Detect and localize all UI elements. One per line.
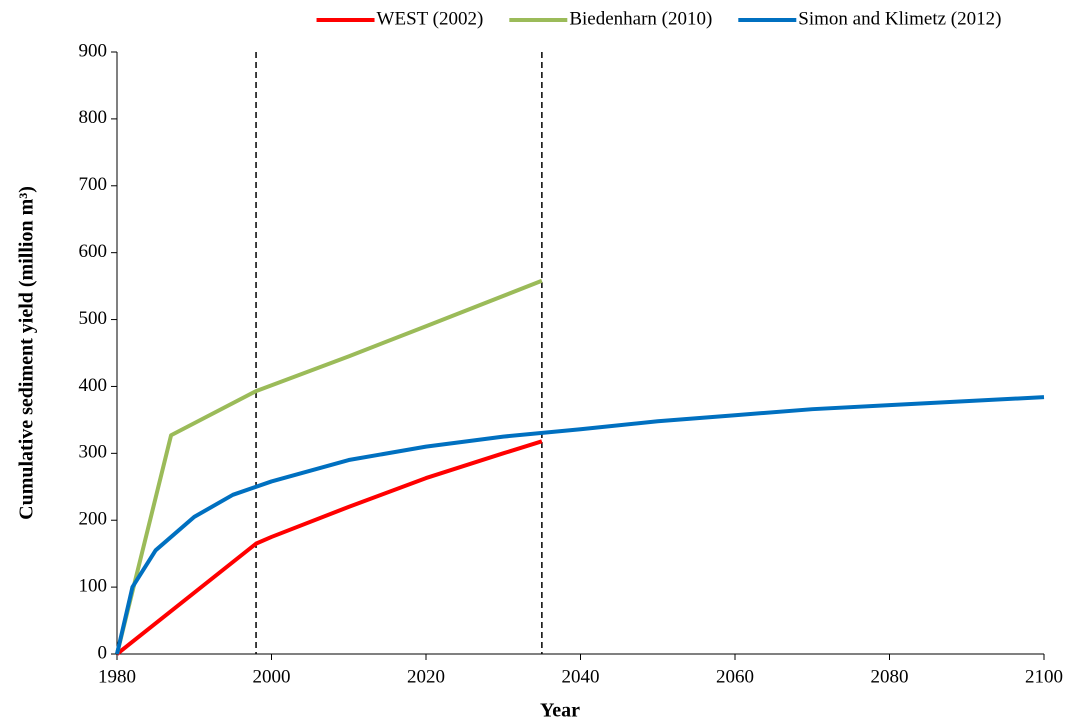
legend-label: Simon and Klimetz (2012): [798, 8, 1001, 29]
y-tick-label: 300: [79, 442, 108, 463]
x-axis-label: Year: [540, 700, 580, 722]
series-line: [115, 439, 543, 656]
y-tick-label: 900: [79, 40, 108, 61]
y-axis-label: Cumulative sediment yield (million m³): [16, 186, 38, 520]
x-tick-label: 2000: [253, 666, 291, 687]
legend-label: WEST (2002): [377, 8, 484, 29]
y-tick-label: 0: [98, 642, 108, 663]
x-tick-label: 2020: [407, 666, 445, 687]
x-tick-label: 2100: [1025, 666, 1063, 687]
series-line: [115, 395, 1045, 655]
y-tick-label: 800: [79, 107, 108, 128]
y-tick-label: 200: [79, 509, 108, 530]
y-tick-label: 100: [79, 575, 108, 596]
x-tick-label: 2060: [716, 666, 754, 687]
y-tick-label: 700: [79, 174, 108, 195]
series-line: [115, 278, 543, 655]
y-tick-label: 400: [79, 375, 108, 396]
y-tick-label: 500: [79, 308, 108, 329]
x-tick-label: 2080: [871, 666, 909, 687]
legend-label: Biedenharn (2010): [569, 8, 712, 29]
x-tick-label: 2040: [562, 666, 600, 687]
x-tick-label: 1980: [98, 666, 136, 687]
y-tick-label: 600: [79, 241, 108, 262]
